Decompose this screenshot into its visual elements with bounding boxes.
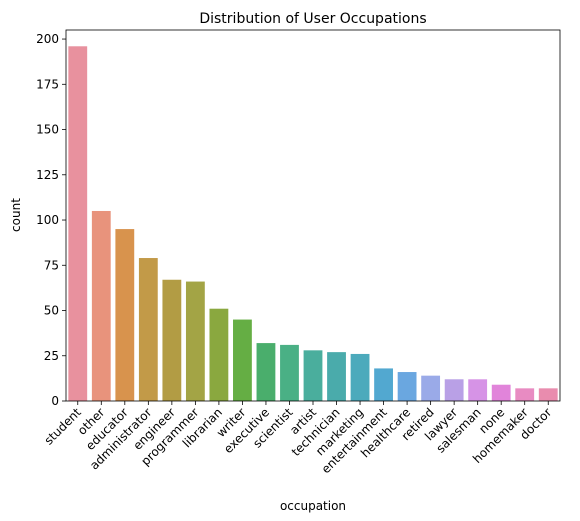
bar-programmer <box>185 281 205 401</box>
bar-engineer <box>162 279 182 401</box>
y-tick-label: 25 <box>44 349 59 363</box>
bar-student <box>68 46 88 401</box>
y-tick-label: 0 <box>51 394 59 408</box>
bar-writer <box>233 319 252 401</box>
x-axis-title: occupation <box>280 499 346 513</box>
y-tick-label: 125 <box>36 168 59 182</box>
y-tick-label: 200 <box>36 32 59 46</box>
bar-educator <box>115 229 135 401</box>
bar-administrator <box>138 258 158 401</box>
bar-marketing <box>350 353 370 401</box>
y-axis: 0 25 50 75 100 125 150 175 200 <box>36 32 66 408</box>
bar-none <box>491 384 511 401</box>
bar-technician <box>327 352 346 401</box>
x-axis: studentothereducatoradministratorenginee… <box>42 401 554 476</box>
bar-artist <box>303 350 323 401</box>
y-tick-label: 150 <box>36 123 59 137</box>
bar-doctor <box>538 388 558 401</box>
bar-scientist <box>280 344 299 401</box>
bar-lawyer <box>444 379 464 401</box>
bar-other <box>91 210 111 401</box>
bar-executive <box>256 343 276 401</box>
y-tick-label: 175 <box>36 77 59 91</box>
bar-homemaker <box>515 388 535 401</box>
y-tick-label: 50 <box>44 304 59 318</box>
bar-librarian <box>209 308 229 401</box>
y-tick-label: 75 <box>44 258 59 272</box>
bar-retired <box>421 375 441 401</box>
bar-healthcare <box>397 372 417 401</box>
bar-salesman <box>468 379 488 401</box>
bar-entertainment <box>374 368 393 401</box>
y-axis-title: count <box>9 198 23 232</box>
bars <box>68 46 558 401</box>
chart-title: Distribution of User Occupations <box>199 11 426 27</box>
plot-frame <box>65 29 561 402</box>
y-tick-label: 100 <box>36 213 59 227</box>
